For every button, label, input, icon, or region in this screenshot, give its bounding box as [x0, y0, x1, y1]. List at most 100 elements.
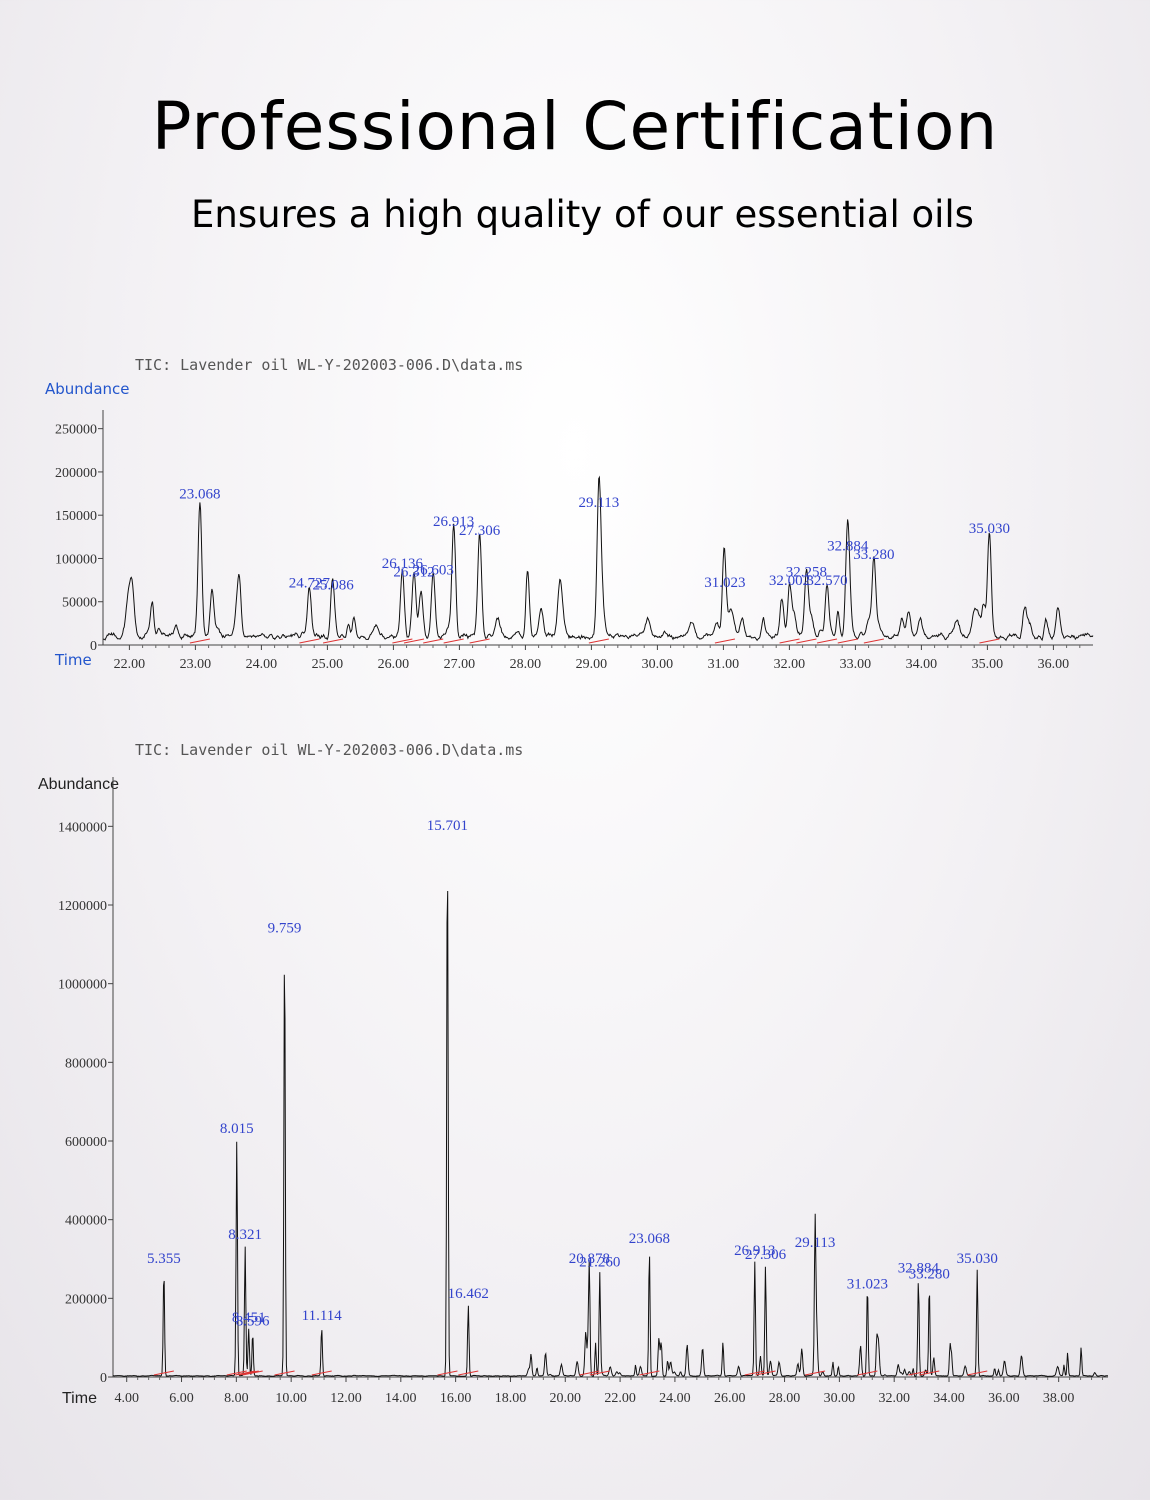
x-tick-label: 38.00: [1043, 1391, 1075, 1406]
peak-baseline: [189, 638, 210, 644]
peak-label: 31.023: [847, 1276, 888, 1292]
y-tick-label: 250000: [55, 423, 97, 438]
page-title: Professional Certification: [151, 88, 999, 165]
y-tick-label: 800000: [65, 1056, 107, 1071]
x-tick-label: 10.00: [275, 1391, 307, 1406]
x-tick-label: 22.00: [604, 1391, 636, 1406]
y-tick-label: 1000000: [58, 978, 107, 993]
x-axis-title: Time: [54, 651, 92, 669]
x-tick-label: 8.00: [224, 1391, 249, 1406]
peak-label: 32.884: [827, 538, 869, 554]
x-tick-label: 16.00: [440, 1391, 472, 1406]
page-subtitle: Ensures a high quality of our essential …: [191, 193, 974, 236]
peak-label: 11.114: [302, 1308, 343, 1324]
x-tick-label: 26.00: [378, 657, 410, 672]
peak-label: 23.068: [629, 1231, 670, 1247]
x-tick-label: 32.00: [774, 657, 806, 672]
x-axis-title: Time: [62, 1390, 97, 1407]
peak-baseline: [919, 1370, 940, 1376]
peak-label: 15.701: [427, 818, 468, 834]
peak-label: 5.355: [147, 1251, 181, 1267]
peak-baseline: [469, 638, 490, 644]
peak-label: 8.451: [232, 1310, 266, 1326]
peak-baseline: [274, 1370, 295, 1376]
x-tick-label: 12.00: [330, 1391, 362, 1406]
x-tick-label: 18.00: [495, 1391, 527, 1406]
x-tick-label: 27.00: [444, 657, 476, 672]
peak-baseline: [857, 1370, 878, 1376]
chromatogram-top: TIC: Lavender oil WL-Y-202003-006.D\data…: [45, 356, 1094, 672]
peak-baseline: [443, 638, 464, 644]
y-tick-label: 200000: [55, 466, 97, 481]
peak-label: 21.260: [579, 1255, 620, 1271]
peak-label: 24.727: [289, 576, 331, 592]
x-tick-label: 28.00: [769, 1391, 801, 1406]
peak-label: 33.280: [909, 1267, 950, 1283]
x-tick-label: 30.00: [642, 657, 674, 672]
peak-baseline: [311, 1370, 332, 1376]
peak-baseline: [392, 638, 413, 644]
peak-label: 27.306: [459, 523, 501, 539]
y-tick-label: 0: [90, 639, 97, 654]
peak-baseline: [403, 638, 425, 644]
peak-baseline: [744, 1370, 765, 1376]
peak-label: 20.878: [569, 1251, 610, 1267]
y-tick-label: 200000: [65, 1292, 107, 1307]
peak-baseline: [639, 1370, 660, 1376]
peak-baseline: [816, 638, 838, 644]
peak-baseline: [242, 1370, 263, 1376]
peak-baseline: [755, 1370, 776, 1376]
peak-label: 25.086: [312, 577, 354, 593]
peak-baseline: [238, 1370, 259, 1376]
peak-label: 26.136: [382, 556, 424, 572]
peak-baseline: [714, 638, 736, 644]
peak-label: 33.280: [853, 547, 894, 563]
x-tick-label: 29.00: [576, 657, 608, 672]
y-tick-label: 100000: [55, 552, 97, 567]
x-tick-label: 36.00: [988, 1391, 1020, 1406]
peak-baseline: [979, 638, 1000, 644]
peak-baseline: [437, 1370, 458, 1376]
x-tick-label: 31.00: [708, 657, 740, 672]
peak-baseline: [779, 638, 800, 644]
peak-label: 35.030: [957, 1251, 998, 1267]
y-tick-label: 600000: [65, 1135, 107, 1150]
x-tick-label: 20.00: [550, 1391, 582, 1406]
x-tick-label: 28.00: [510, 657, 542, 672]
x-tick-label: 23.00: [180, 657, 212, 672]
y-tick-label: 0: [100, 1371, 107, 1386]
peak-label: 23.068: [179, 487, 220, 503]
peak-baseline: [804, 1370, 826, 1376]
x-tick-label: 6.00: [169, 1391, 194, 1406]
tic-trace: [102, 475, 1094, 642]
peak-baseline: [863, 638, 884, 644]
peak-baseline: [153, 1370, 174, 1376]
x-tick-label: 24.00: [246, 657, 278, 672]
peak-baseline: [589, 1370, 610, 1376]
peak-label: 26.603: [413, 563, 454, 579]
x-tick-label: 24.00: [659, 1391, 691, 1406]
peak-label: 8.321: [228, 1227, 262, 1243]
y-axis-title: Abundance: [45, 380, 130, 398]
peak-label: 32.002: [769, 573, 810, 589]
y-axis-title: Abundance: [38, 776, 119, 793]
peak-baseline: [837, 638, 858, 644]
peak-label: 8.596: [236, 1314, 270, 1330]
peak-baseline: [423, 638, 444, 644]
x-tick-label: 34.00: [906, 657, 938, 672]
x-tick-label: 36.00: [1038, 657, 1070, 672]
peak-label: 26.312: [393, 564, 434, 580]
chart-tic-title: TIC: Lavender oil WL-Y-202003-006.D\data…: [135, 741, 523, 759]
y-tick-label: 150000: [55, 509, 97, 524]
tic-trace: [113, 890, 1109, 1378]
peak-label: 31.023: [704, 575, 745, 591]
chromatogram-full: TIC: Lavender oil WL-Y-202003-006.D\data…: [38, 741, 1109, 1407]
peak-baseline: [796, 638, 817, 644]
peak-label: 32.570: [806, 573, 847, 589]
peak-label: 8.015: [220, 1121, 254, 1137]
y-tick-label: 1200000: [58, 899, 107, 914]
peak-label: 9.759: [268, 920, 302, 936]
peak-label: 35.030: [969, 521, 1010, 537]
x-tick-label: 32.00: [878, 1391, 910, 1406]
x-tick-label: 14.00: [385, 1391, 417, 1406]
